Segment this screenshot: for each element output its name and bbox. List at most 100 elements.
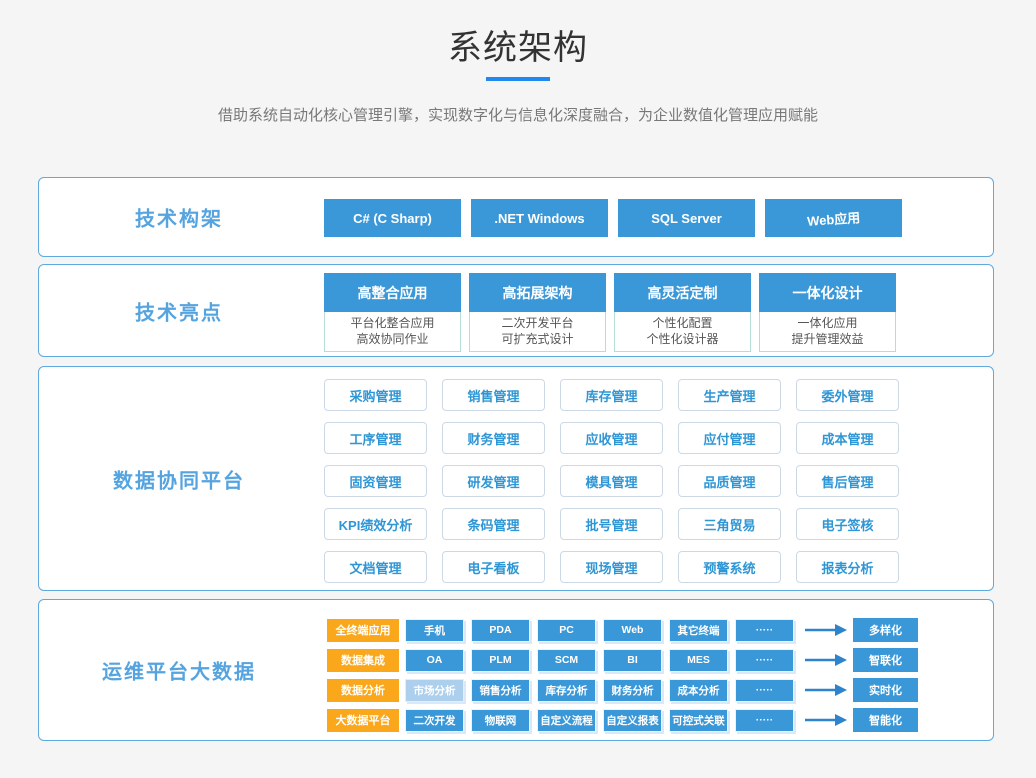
section-ops-bigdata: 运维平台大数据 全终端应用 手机 PDA PC Web 其它终端 ····· 多…	[38, 599, 994, 741]
ops-chip[interactable]: 销售分析	[471, 678, 530, 702]
highlight-card-line: 高效协同作业	[356, 332, 429, 346]
ops-row-integration: 数据集成 OA PLM SCM BI MES ····· 智联化	[327, 648, 918, 672]
highlight-card-line: 个性化配置	[652, 316, 713, 330]
module-button[interactable]: 模具管理	[560, 465, 663, 497]
ops-row-terminals: 全终端应用 手机 PDA PC Web 其它终端 ····· 多样化	[327, 618, 918, 642]
highlight-card-line: 二次开发平台	[501, 316, 574, 330]
highlight-cards: 高整合应用 平台化整合应用 高效协同作业 高拓展架构 二次开发平台 可扩充式设计…	[324, 273, 896, 352]
section-data-platform: 数据协同平台 采购管理 销售管理 库存管理 生产管理 委外管理 工序管理 财务管…	[38, 366, 994, 591]
ops-chip[interactable]: PC	[537, 618, 596, 642]
ops-result-button[interactable]: 智联化	[853, 648, 918, 672]
highlight-card-title: 高灵活定制	[614, 273, 751, 312]
module-button[interactable]: 库存管理	[560, 379, 663, 411]
module-button[interactable]: 应付管理	[678, 422, 781, 454]
highlight-card-title: 一体化设计	[759, 273, 896, 312]
highlight-card-allinone: 一体化设计 一体化应用 提升管理效益	[759, 273, 896, 352]
ops-chip[interactable]: 成本分析	[669, 678, 728, 702]
arrow-right-icon	[805, 683, 847, 697]
ops-chip-ellipsis[interactable]: ·····	[735, 648, 794, 672]
ops-chip[interactable]: 自定义报表	[603, 708, 662, 732]
section-tech-highlights-label: 技术亮点	[135, 302, 223, 324]
ops-category-tag[interactable]: 数据集成	[327, 648, 399, 672]
module-button[interactable]: 委外管理	[796, 379, 899, 411]
tech-item-csharp[interactable]: C# (C Sharp)	[324, 199, 461, 237]
highlight-card-line: 平台化整合应用	[350, 316, 435, 330]
module-button[interactable]: 电子签核	[796, 508, 899, 540]
ops-result-button[interactable]: 实时化	[853, 678, 918, 702]
module-button[interactable]: 售后管理	[796, 465, 899, 497]
tech-item-dotnet[interactable]: .NET Windows	[471, 199, 608, 237]
module-button[interactable]: 生产管理	[678, 379, 781, 411]
ops-chip[interactable]: BI	[603, 648, 662, 672]
highlight-card-integration: 高整合应用 平台化整合应用 高效协同作业	[324, 273, 461, 352]
ops-result-button[interactable]: 智能化	[853, 708, 918, 732]
highlight-card-title: 高整合应用	[324, 273, 461, 312]
module-button[interactable]: 报表分析	[796, 551, 899, 583]
module-button[interactable]: 批号管理	[560, 508, 663, 540]
highlight-card-line: 提升管理效益	[791, 332, 864, 346]
module-button[interactable]: 固资管理	[324, 465, 427, 497]
module-button[interactable]: 预警系统	[678, 551, 781, 583]
ops-chip-ellipsis[interactable]: ·····	[735, 618, 794, 642]
section-tech-framework-label: 技术构架	[135, 208, 223, 231]
ops-chip[interactable]: 可控式关联	[669, 708, 728, 732]
tech-item-web-label: Web应用	[806, 209, 861, 229]
ops-chip[interactable]: PDA	[471, 618, 530, 642]
module-grid: 采购管理 销售管理 库存管理 生产管理 委外管理 工序管理 财务管理 应收管理 …	[324, 379, 899, 583]
ops-chip[interactable]: Web	[603, 618, 662, 642]
module-button[interactable]: 研发管理	[442, 465, 545, 497]
module-button[interactable]: 电子看板	[442, 551, 545, 583]
ops-chip[interactable]: 市场分析	[405, 678, 464, 702]
tech-item-sqlserver[interactable]: SQL Server	[618, 199, 755, 237]
section-tech-highlights: 技术亮点 高整合应用 平台化整合应用 高效协同作业 高拓展架构 二次开发平台 可…	[38, 264, 994, 357]
highlight-card-line: 一体化应用	[797, 316, 858, 330]
tech-item-web[interactable]: Web应用	[765, 199, 902, 237]
arrow-right-icon	[805, 653, 847, 667]
ops-chip-ellipsis[interactable]: ·····	[735, 678, 794, 702]
title-underline	[486, 77, 550, 81]
ops-chip[interactable]: 二次开发	[405, 708, 464, 732]
module-button[interactable]: 文档管理	[324, 551, 427, 583]
module-button[interactable]: 采购管理	[324, 379, 427, 411]
ops-chip-ellipsis[interactable]: ·····	[735, 708, 794, 732]
ops-chip[interactable]: 自定义流程	[537, 708, 596, 732]
module-button[interactable]: 品质管理	[678, 465, 781, 497]
highlight-card-customization: 高灵活定制 个性化配置 个性化设计器	[614, 273, 751, 352]
module-button[interactable]: 三角贸易	[678, 508, 781, 540]
page-title: 系统架构	[448, 29, 588, 67]
ops-chip[interactable]: OA	[405, 648, 464, 672]
arrow-right-icon	[805, 713, 847, 727]
module-button[interactable]: KPI绩效分析	[324, 508, 427, 540]
arrow-right-icon	[805, 623, 847, 637]
ops-chip[interactable]: 库存分析	[537, 678, 596, 702]
module-button[interactable]: 工序管理	[324, 422, 427, 454]
module-button[interactable]: 现场管理	[560, 551, 663, 583]
ops-category-tag[interactable]: 数据分析	[327, 678, 399, 702]
module-button[interactable]: 条码管理	[442, 508, 545, 540]
highlight-card-line: 个性化设计器	[646, 332, 719, 346]
ops-chip[interactable]: SCM	[537, 648, 596, 672]
section-tech-framework: 技术构架 C# (C Sharp) .NET Windows SQL Serve…	[38, 177, 994, 257]
ops-chip[interactable]: MES	[669, 648, 728, 672]
ops-result-button[interactable]: 多样化	[853, 618, 918, 642]
ops-row-analysis: 数据分析 市场分析 销售分析 库存分析 财务分析 成本分析 ····· 实时化	[327, 678, 918, 702]
module-button[interactable]: 财务管理	[442, 422, 545, 454]
ops-chip[interactable]: 其它终端	[669, 618, 728, 642]
module-button[interactable]: 应收管理	[560, 422, 663, 454]
module-button[interactable]: 成本管理	[796, 422, 899, 454]
ops-category-tag[interactable]: 大数据平台	[327, 708, 399, 732]
section-ops-bigdata-label: 运维平台大数据	[102, 661, 256, 684]
highlight-card-line: 可扩充式设计	[501, 332, 574, 346]
tech-framework-buttons: C# (C Sharp) .NET Windows SQL Server Web…	[324, 199, 902, 237]
ops-chip[interactable]: PLM	[471, 648, 530, 672]
ops-chip[interactable]: 财务分析	[603, 678, 662, 702]
ops-rows: 全终端应用 手机 PDA PC Web 其它终端 ····· 多样化 数据集成 …	[327, 618, 918, 732]
ops-category-tag[interactable]: 全终端应用	[327, 618, 399, 642]
highlight-card-extension: 高拓展架构 二次开发平台 可扩充式设计	[469, 273, 606, 352]
page-subtitle: 借助系统自动化核心管理引擎，实现数字化与信息化深度融合，为企业数值化管理应用赋能	[217, 107, 818, 124]
ops-chip[interactable]: 手机	[405, 618, 464, 642]
module-button[interactable]: 销售管理	[442, 379, 545, 411]
ops-chip[interactable]: 物联网	[471, 708, 530, 732]
section-data-platform-label: 数据协同平台	[113, 470, 245, 492]
ops-row-bigdata: 大数据平台 二次开发 物联网 自定义流程 自定义报表 可控式关联 ····· 智…	[327, 708, 918, 732]
